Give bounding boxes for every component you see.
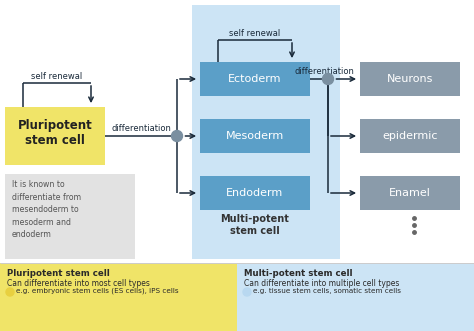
Text: epidermic: epidermic bbox=[382, 131, 438, 141]
Text: Endoderm: Endoderm bbox=[227, 188, 283, 198]
Bar bbox=[360, 119, 460, 153]
Text: Ectoderm: Ectoderm bbox=[228, 74, 282, 84]
Text: Multi-potent
stem cell: Multi-potent stem cell bbox=[220, 214, 290, 236]
Text: Multi-potent stem cell: Multi-potent stem cell bbox=[244, 269, 353, 278]
Circle shape bbox=[172, 130, 182, 141]
Text: self renewal: self renewal bbox=[229, 29, 281, 38]
Bar bbox=[200, 119, 310, 153]
Bar bbox=[200, 62, 310, 96]
Text: Enamel: Enamel bbox=[389, 188, 431, 198]
Bar bbox=[5, 107, 105, 165]
Circle shape bbox=[243, 288, 251, 296]
Text: Mesoderm: Mesoderm bbox=[226, 131, 284, 141]
Text: differentiation: differentiation bbox=[111, 124, 171, 133]
Text: Pluripotent stem cell: Pluripotent stem cell bbox=[7, 269, 110, 278]
Bar bbox=[0, 263, 237, 331]
Text: self renewal: self renewal bbox=[31, 72, 82, 81]
Text: differentiation: differentiation bbox=[294, 67, 354, 76]
Bar bbox=[360, 62, 460, 96]
Text: e.g. embryonic stem cells (ES cells), iPS cells: e.g. embryonic stem cells (ES cells), iP… bbox=[16, 287, 179, 294]
Bar bbox=[192, 5, 340, 259]
Text: e.g. tissue stem cells, somatic stem cells: e.g. tissue stem cells, somatic stem cel… bbox=[253, 288, 401, 294]
Text: Pluripotent
stem cell: Pluripotent stem cell bbox=[18, 119, 92, 147]
Text: It is known to
differentiate from
mesendoderm to
mesoderm and
endoderm: It is known to differentiate from mesend… bbox=[12, 180, 81, 239]
Bar bbox=[5, 174, 135, 259]
Circle shape bbox=[322, 73, 334, 84]
Bar bbox=[200, 176, 310, 210]
Bar bbox=[360, 176, 460, 210]
Text: Can differentiate into most cell types: Can differentiate into most cell types bbox=[7, 279, 150, 288]
Text: Neurons: Neurons bbox=[387, 74, 433, 84]
Text: Can differentiate into multiple cell types: Can differentiate into multiple cell typ… bbox=[244, 279, 400, 288]
Bar bbox=[237, 263, 474, 331]
Circle shape bbox=[6, 288, 14, 296]
